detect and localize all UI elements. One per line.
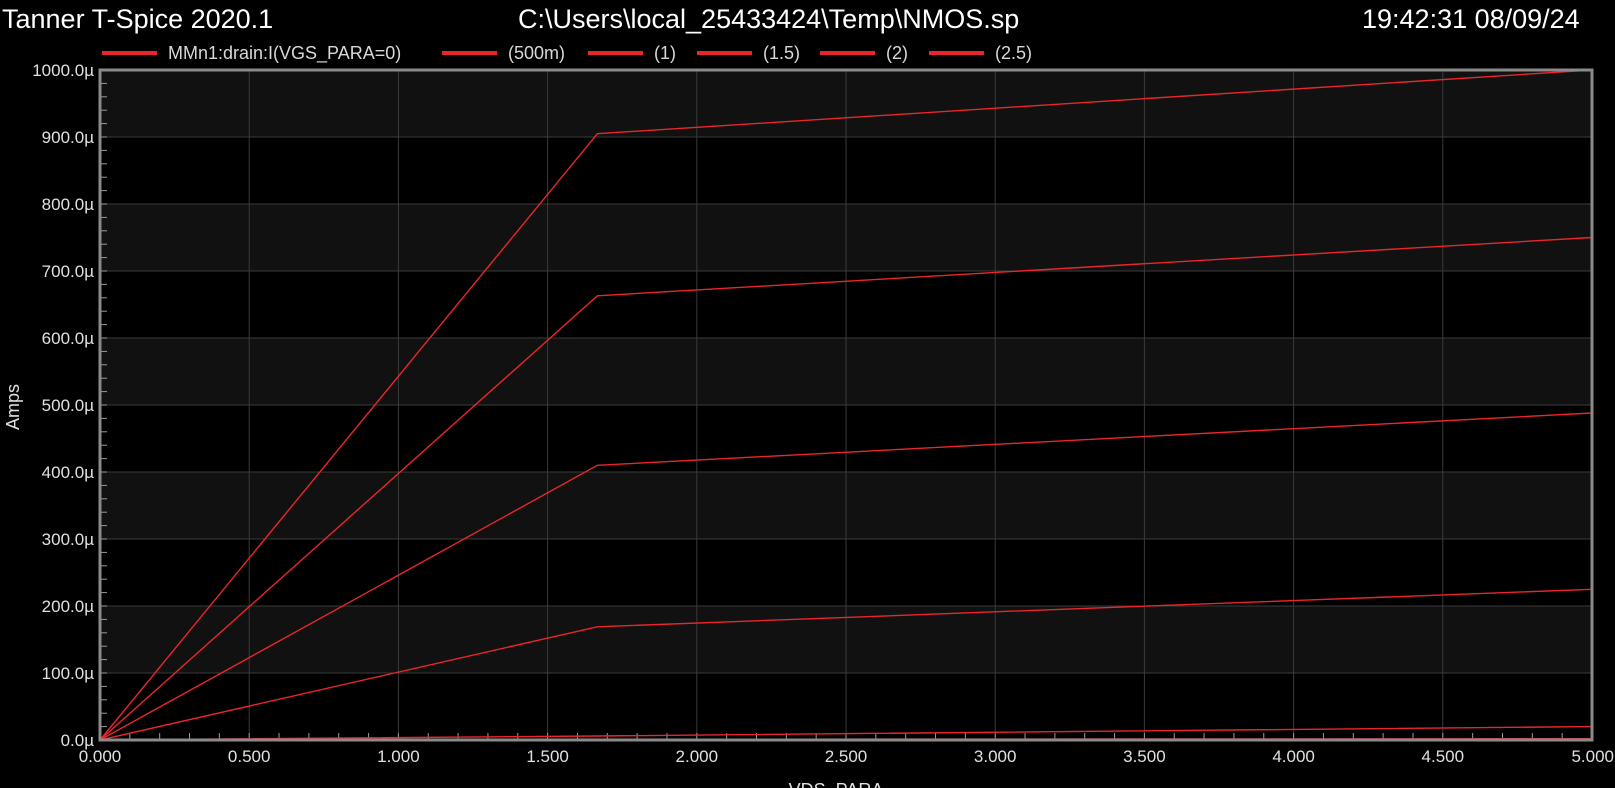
x-tick-label: 4.000 xyxy=(1272,747,1315,766)
y-tick-label: 200.0µ xyxy=(42,597,95,616)
legend: MMn1:drain:I(VGS_PARA=0) (500m) (1) (1.5) (2… xyxy=(102,43,1032,64)
timestamp: 19:42:31 08/09/24 xyxy=(1362,4,1580,34)
y-tick-label: 600.0µ xyxy=(42,329,95,348)
y-tick-label: 900.0µ xyxy=(42,128,95,147)
x-tick-label: 2.500 xyxy=(825,747,868,766)
y-axis-title: Amps xyxy=(3,384,23,430)
x-tick-label: 1.500 xyxy=(526,747,569,766)
y-tick-label: 700.0µ xyxy=(42,262,95,281)
legend-label: (1.5) xyxy=(763,43,800,63)
series-line-5 xyxy=(99,69,1593,741)
y-tick-label: 500.0µ xyxy=(42,396,95,415)
series-line-3 xyxy=(99,412,1593,741)
series-line-4 xyxy=(99,236,1593,741)
plot-frame xyxy=(98,68,1594,742)
legend-label: (500m) xyxy=(508,43,565,63)
y-tick-label: 300.0µ xyxy=(42,530,95,549)
legend-label: (1) xyxy=(654,43,676,63)
x-tick-label: 4.500 xyxy=(1422,747,1465,766)
x-tick-label: 3.500 xyxy=(1123,747,1166,766)
app-title: Tanner T-Spice 2020.1 xyxy=(2,4,274,34)
x-tick-label: 1.000 xyxy=(377,747,420,766)
x-tick-label: 0.500 xyxy=(228,747,271,766)
x-tick-label: 2.000 xyxy=(676,747,719,766)
legend-label: (2) xyxy=(886,43,908,63)
grid xyxy=(100,70,1592,740)
file-path: C:\Users\local_25433424\Temp\NMOS.sp xyxy=(518,4,1020,34)
legend-label: (2.5) xyxy=(995,43,1032,63)
x-axis-title: VDS_PARA xyxy=(789,780,884,788)
y-tick-label: 1000.0µ xyxy=(32,61,94,80)
y-tick-labels: 0.0µ 100.0µ 200.0µ 300.0µ 400.0µ 500.0µ 600.0µ… xyxy=(32,61,94,750)
legend-label: MMn1:drain:I(VGS_PARA=0) xyxy=(168,43,401,64)
x-tick-labels: 0.000 0.500 1.000 1.500 2.000 2.500 3.000 3.500… xyxy=(79,747,1614,766)
x-tick-label: 5.000 xyxy=(1571,747,1614,766)
y-tick-label: 100.0µ xyxy=(42,664,95,683)
y-tick-label: 800.0µ xyxy=(42,195,95,214)
x-tick-label: 0.000 xyxy=(79,747,122,766)
y-tick-label: 0.0µ xyxy=(61,731,95,750)
y-tick-label: 400.0µ xyxy=(42,463,95,482)
x-tick-label: 3.000 xyxy=(974,747,1017,766)
series-line-2 xyxy=(99,588,1593,741)
